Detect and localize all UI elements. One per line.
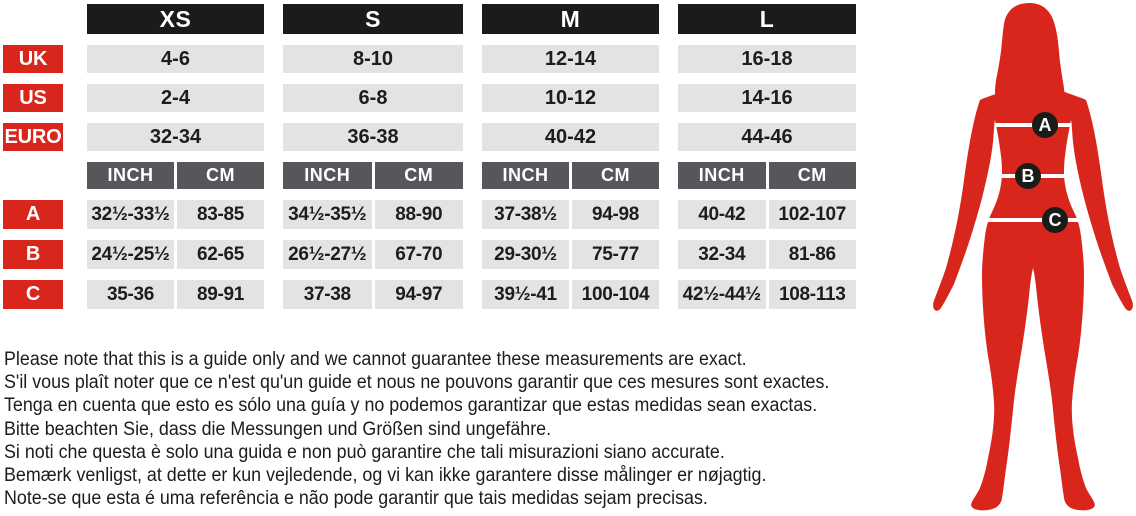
spacer (3, 162, 68, 189)
euro-s-cell: 36-38 (283, 123, 463, 151)
a-s-cells: 34½-35½ 88-90 (283, 200, 463, 229)
unit-header-group-l: INCH CM (678, 162, 856, 189)
a-m-cells: 37-38½ 94-98 (482, 200, 659, 229)
euro-xs-cell: 32-34 (87, 123, 264, 151)
row-label-us: US (3, 84, 63, 112)
disclaimer-line-it: Si noti che questa è solo una guida e no… (4, 441, 725, 463)
c-l-cells: 42½-44½ 108-113 (678, 280, 856, 309)
euro-l-cell: 44-46 (678, 123, 856, 151)
unit-header-group-m: INCH CM (482, 162, 659, 189)
b-l-cells: 32-34 81-86 (678, 240, 856, 269)
c-s-inch: 37-38 (283, 280, 372, 309)
b-m-cm: 75-77 (572, 240, 659, 269)
inch-header: INCH (283, 162, 372, 189)
a-m-cm: 94-98 (572, 200, 659, 229)
uk-m-cell: 12-14 (482, 45, 659, 73)
c-m-inch: 39½-41 (482, 280, 569, 309)
b-l-inch: 32-34 (678, 240, 766, 269)
spacer (3, 4, 68, 34)
row-label-c: C (3, 280, 63, 309)
c-xs-cells: 35-36 89-91 (87, 280, 264, 309)
c-l-cm: 108-113 (768, 280, 856, 309)
b-s-cm: 67-70 (374, 240, 463, 269)
inch-header: INCH (482, 162, 569, 189)
marker-b-label: B (1022, 166, 1035, 186)
b-m-cells: 29-30½ 75-77 (482, 240, 659, 269)
marker-c-label: C (1049, 210, 1062, 230)
cm-header: CM (768, 162, 856, 189)
marker-a-circle (1032, 112, 1058, 138)
inch-header: INCH (678, 162, 766, 189)
b-m-inch: 29-30½ (482, 240, 569, 269)
disclaimer-line-da: Bemærk venligst, at dette er kun vejlede… (4, 465, 767, 487)
c-xs-cm: 89-91 (177, 280, 264, 309)
us-xs-cell: 2-4 (87, 84, 264, 112)
row-label-euro: EURO (3, 123, 63, 151)
row-label-a: A (3, 200, 63, 229)
a-xs-cells: 32½-33½ 83-85 (87, 200, 264, 229)
b-xs-cm: 62-65 (177, 240, 264, 269)
cm-header: CM (374, 162, 463, 189)
female-silhouette: A B C (933, 3, 1133, 511)
a-l-inch: 40-42 (678, 200, 766, 229)
disclaimer-line-pt: Note-se que esta é uma referência e não … (4, 488, 708, 510)
euro-m-cell: 40-42 (482, 123, 659, 151)
marker-c-circle (1042, 207, 1068, 233)
size-header-l: L (678, 4, 856, 34)
c-s-cm: 94-97 (374, 280, 463, 309)
marker-b-circle (1015, 163, 1041, 189)
cm-header: CM (572, 162, 659, 189)
row-label-b: B (3, 240, 63, 269)
silhouette-hair (995, 3, 1065, 114)
c-s-cells: 37-38 94-97 (283, 280, 463, 309)
a-xs-cm: 83-85 (177, 200, 264, 229)
c-m-cm: 100-104 (572, 280, 659, 309)
hip-line (988, 218, 1078, 222)
uk-l-cell: 16-18 (678, 45, 856, 73)
us-m-cell: 10-12 (482, 84, 659, 112)
inch-header: INCH (87, 162, 174, 189)
a-l-cm: 102-107 (768, 200, 856, 229)
c-m-cells: 39½-41 100-104 (482, 280, 659, 309)
disclaimer-line-en: Please note that this is a guide only an… (4, 349, 747, 370)
disclaimer-line-fr: S'il vous plaît noter que ce n'est qu'un… (4, 372, 830, 394)
c-xs-inch: 35-36 (87, 280, 174, 309)
b-s-cells: 26½-27½ 67-70 (283, 240, 463, 269)
cm-header: CM (177, 162, 264, 189)
a-s-inch: 34½-35½ (283, 200, 372, 229)
b-xs-inch: 24½-25½ (87, 240, 174, 269)
b-s-inch: 26½-27½ (283, 240, 372, 269)
us-s-cell: 6-8 (283, 84, 463, 112)
marker-a-label: A (1039, 115, 1052, 135)
size-header-xs: XS (87, 4, 264, 34)
uk-xs-cell: 4-6 (87, 45, 264, 73)
disclaimer-text: Please note that this is a guide only an… (4, 348, 829, 510)
c-l-inch: 42½-44½ (678, 280, 766, 309)
unit-header-group-s: INCH CM (283, 162, 463, 189)
size-header-s: S (283, 4, 463, 34)
a-l-cells: 40-42 102-107 (678, 200, 856, 229)
disclaimer-line-de: Bitte beachten Sie, dass die Messungen u… (4, 418, 552, 440)
size-chart-table: XS S M L UK 4-6 8-10 12-14 16-18 US 2-4 … (3, 4, 856, 309)
a-s-cm: 88-90 (374, 200, 463, 229)
uk-s-cell: 8-10 (283, 45, 463, 73)
a-m-inch: 37-38½ (482, 200, 569, 229)
us-l-cell: 14-16 (678, 84, 856, 112)
unit-header-group-xs: INCH CM (87, 162, 264, 189)
silhouette-body (933, 84, 1133, 511)
b-l-cm: 81-86 (768, 240, 856, 269)
row-label-uk: UK (3, 45, 63, 73)
a-xs-inch: 32½-33½ (87, 200, 174, 229)
b-xs-cells: 24½-25½ 62-65 (87, 240, 264, 269)
size-header-m: M (482, 4, 659, 34)
disclaimer-line-es: Tenga en cuenta que esto es sólo una guí… (4, 395, 818, 417)
